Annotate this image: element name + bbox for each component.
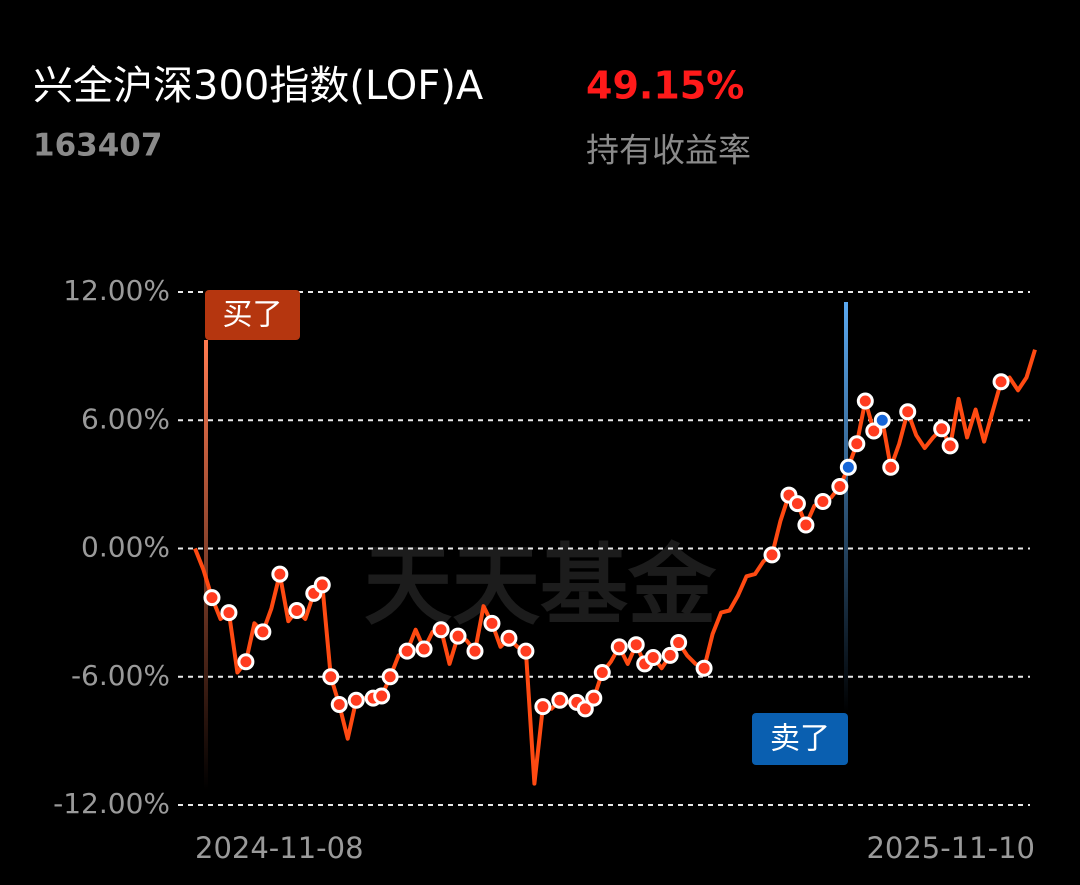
trade-marker (203, 589, 221, 607)
x-tick-label: 2025-11-10 (866, 831, 1035, 865)
trade-marker (322, 668, 340, 686)
trade-marker (254, 623, 272, 641)
annotation-label: 买了 (223, 298, 283, 333)
x-tick-label: 2024-11-08 (195, 831, 364, 865)
trade-marker (788, 495, 806, 513)
trade-marker (856, 392, 874, 410)
y-tick-label: 6.00% (81, 402, 170, 435)
return-label: 持有收益率 (586, 131, 751, 170)
trade-marker (899, 403, 917, 421)
trade-marker (432, 621, 450, 639)
buy-guide (204, 340, 208, 790)
trade-marker (288, 601, 306, 619)
trade-marker (271, 565, 289, 583)
trade-marker (381, 668, 399, 686)
trade-marker (831, 478, 849, 496)
trade-marker (992, 373, 1010, 391)
trade-marker (848, 435, 866, 453)
plot: -12.00% -6.00% 0.00% 6.00% 12.00% 2024-11-08 2… (53, 274, 1037, 865)
trade-marker (797, 516, 815, 534)
trade-marker (220, 604, 238, 622)
y-tick-label: -6.00% (71, 659, 170, 692)
trade-marker (941, 437, 959, 455)
trade-marker (466, 642, 484, 660)
trade-marker (695, 659, 713, 677)
line (193, 349, 1037, 786)
trade-marker (415, 640, 433, 658)
fund-title: 兴全沪深300指数(LOF)A (33, 63, 484, 109)
trade-marker (534, 698, 552, 716)
fund-code: 163407 (33, 128, 162, 164)
trade-marker (313, 576, 331, 594)
trade-marker (585, 689, 603, 707)
trade-marker (237, 653, 255, 671)
annotation-box (752, 713, 848, 765)
trade-marker (670, 634, 688, 652)
trade-marker (763, 546, 781, 564)
trade-marker (517, 642, 535, 660)
trade-marker (610, 638, 628, 656)
trade-marker (814, 492, 832, 510)
watermark: 天天基金 (364, 534, 717, 637)
trade-marker (882, 458, 900, 476)
trade-marker (627, 636, 645, 654)
trade-marker (373, 687, 391, 705)
sell-guide (844, 302, 848, 713)
trade-marker (933, 420, 951, 438)
trade-marker (661, 646, 679, 664)
trade-marker (398, 642, 416, 660)
trade-marker (873, 411, 891, 429)
trade-marker (500, 629, 518, 647)
y-tick-label: 0.00% (81, 531, 170, 564)
annotation-label: 卖了 (770, 722, 830, 757)
y-tick-label: -12.00% (53, 787, 170, 820)
y-tick-label: 12.00% (63, 274, 170, 307)
trade-marker (483, 614, 501, 632)
annotation-box (205, 290, 300, 340)
trade-marker (449, 627, 467, 645)
trade-marker (865, 422, 883, 440)
trade-marker (551, 691, 569, 709)
trade-marker (644, 649, 662, 667)
trade-marker (347, 691, 365, 709)
trade-marker (330, 696, 348, 714)
trade-marker (839, 458, 857, 476)
return-value: 49.15% (586, 64, 744, 108)
trade-marker (576, 700, 594, 718)
trade-marker (593, 663, 611, 681)
